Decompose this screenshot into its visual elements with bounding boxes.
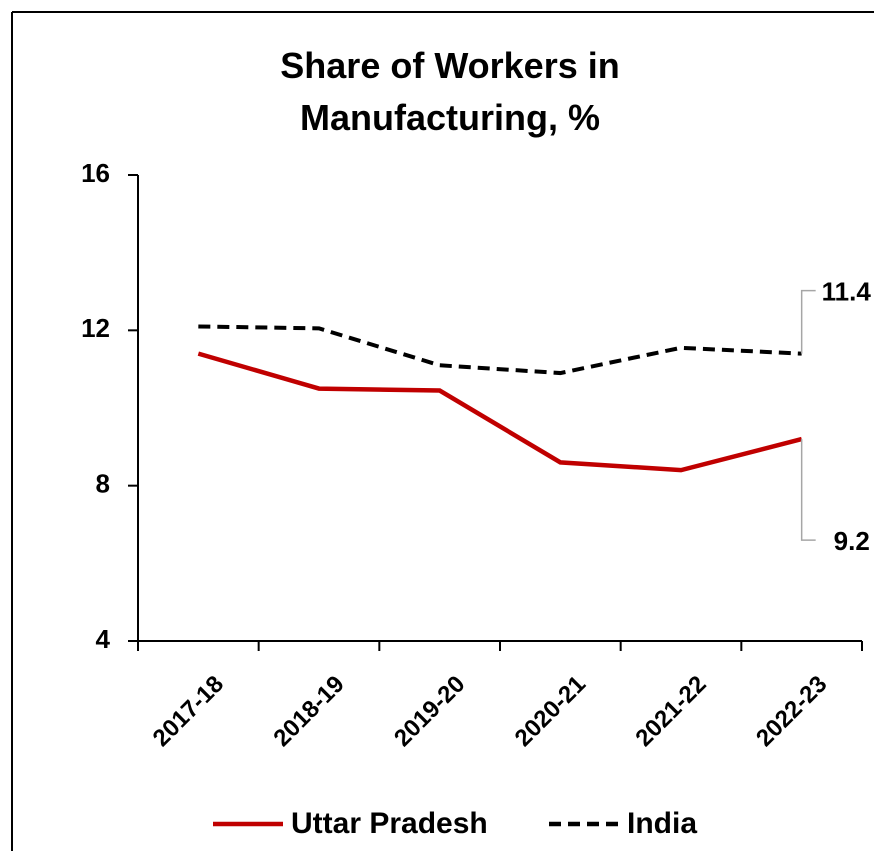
x-tick-label: 2020-21 (510, 671, 591, 752)
series-line (198, 324, 802, 376)
data-label: 9.2 (834, 526, 870, 556)
leader-line (800, 439, 816, 541)
x-tick-label: 2018-19 (268, 671, 349, 752)
y-tick-label: 12 (81, 313, 110, 343)
y-tick-label: 16 (81, 158, 110, 188)
x-tick-label: 2022-23 (751, 671, 832, 752)
leader-line (800, 289, 816, 354)
legend-label: India (627, 807, 697, 840)
x-tick-label: 2021-22 (630, 671, 711, 752)
chart-title: Share of Workers in Manufacturing, % (280, 45, 620, 138)
x-tick-label: 2017-18 (148, 671, 229, 752)
y-tick-label: 8 (96, 469, 110, 499)
y-tick-label: 4 (96, 624, 111, 654)
data-label: 11.4 (822, 277, 872, 307)
series-line (197, 351, 803, 473)
x-tick-label: 2019-20 (389, 671, 470, 752)
legend-label: Uttar Pradesh (291, 807, 488, 840)
